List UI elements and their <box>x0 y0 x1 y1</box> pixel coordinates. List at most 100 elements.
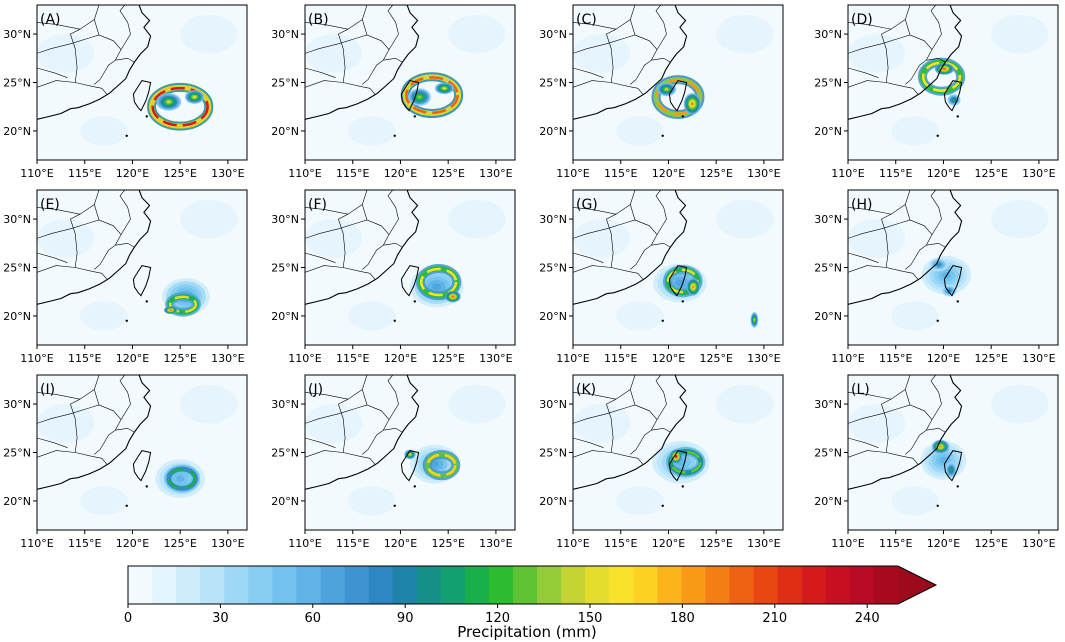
light-rain-patch <box>79 486 128 516</box>
light-rain-patch <box>37 219 95 258</box>
light-rain-patch <box>890 301 939 331</box>
rain-feature <box>192 95 197 99</box>
colorbar-segment <box>609 566 634 604</box>
island <box>936 134 939 137</box>
x-tick-label: 125°E <box>163 537 196 550</box>
province-border <box>926 427 946 433</box>
y-tick-label: 20°N <box>539 310 567 323</box>
colorbar-segment <box>777 566 803 604</box>
province-border <box>881 28 892 83</box>
x-tick-label: 120°E <box>384 537 417 550</box>
rain-feature <box>430 460 439 468</box>
coastline <box>305 375 420 490</box>
province-border <box>848 80 919 96</box>
province-border <box>37 19 95 30</box>
light-rain-patch <box>573 219 631 258</box>
province-border <box>848 265 919 281</box>
light-rain-patch <box>848 219 906 258</box>
light-rain-patch <box>347 116 396 146</box>
x-tick-label: 115°E <box>68 352 101 365</box>
panel-label: (E) <box>40 197 60 213</box>
rain-ring <box>168 468 197 490</box>
province-border <box>119 375 131 420</box>
light-rain-patch <box>448 14 506 54</box>
coastline <box>573 375 688 490</box>
coastline <box>573 190 688 305</box>
x-tick-label: 130°E <box>747 537 780 550</box>
x-tick-label: 120°E <box>384 167 417 180</box>
x-tick-label: 120°E <box>652 537 685 550</box>
light-rain-patch <box>347 301 396 331</box>
province-border <box>573 204 631 215</box>
x-tick-label: 130°E <box>479 537 512 550</box>
province-border <box>848 252 879 263</box>
light-rain-patch <box>848 404 906 443</box>
y-tick-label: 25°N <box>271 77 299 90</box>
colorbar-tick-label: 150 <box>578 611 603 626</box>
y-tick-label: 25°N <box>539 447 567 460</box>
panel-label: (A) <box>40 12 61 28</box>
province-border <box>573 404 658 455</box>
island <box>413 485 416 488</box>
rain-ring <box>405 76 459 115</box>
map-panel: 110°E 115°E 120°E 125°E 130°E 20°N 25°N 30°N (K) <box>539 374 784 550</box>
colorbar-segment <box>320 566 346 604</box>
rain-feature <box>950 468 953 472</box>
map-panel: 110°E 115°E 120°E 125°E 130°E 20°N 25°N 30°N (L) <box>814 374 1059 550</box>
light-rain-patch <box>890 116 939 146</box>
colorbar-tick-label: 210 <box>762 611 787 626</box>
y-tick-label: 20°N <box>814 495 842 508</box>
y-tick-label: 30°N <box>814 398 842 411</box>
rain-feature <box>451 295 455 298</box>
province-border <box>606 398 617 453</box>
colorbar-tick-label: 30 <box>212 611 229 626</box>
light-rain-patch <box>848 34 906 73</box>
y-tick-label: 25°N <box>3 77 31 90</box>
province-border <box>305 437 336 448</box>
colorbar-segment <box>705 566 731 604</box>
light-rain-patch <box>890 486 939 516</box>
island <box>661 504 664 507</box>
province-border <box>305 252 336 263</box>
x-tick-label: 120°E <box>927 352 960 365</box>
light-rain-patch <box>180 199 238 239</box>
province-border <box>573 219 658 270</box>
light-rain-patch <box>79 301 128 331</box>
x-tick-label: 115°E <box>879 167 912 180</box>
rain-ring <box>151 86 209 127</box>
light-rain-patch <box>37 404 95 443</box>
colorbar-label: Precipitation (mm) <box>457 623 596 641</box>
colorbar-segment <box>585 566 610 604</box>
province-border <box>305 80 376 96</box>
colorbar-segment <box>272 566 298 604</box>
colorbar-segment <box>224 566 249 604</box>
light-rain-patch <box>448 199 506 239</box>
x-tick-label: 120°E <box>652 352 685 365</box>
rain-feature <box>409 453 411 456</box>
province-border <box>573 19 631 30</box>
x-tick-label: 125°E <box>699 537 732 550</box>
x-tick-label: 120°E <box>116 167 149 180</box>
colorbar-segment <box>368 566 394 604</box>
x-tick-label: 125°E <box>163 352 196 365</box>
colorbar-segment <box>753 566 779 604</box>
map-panel: 110°E 115°E 120°E 125°E 130°E 20°N 25°N 30°N (A) <box>3 4 248 180</box>
province-border <box>573 265 644 281</box>
panel-label: (G) <box>576 197 598 213</box>
x-tick-label: 110°E <box>20 537 53 550</box>
taiwan-outline <box>943 265 963 297</box>
rain-feature <box>939 445 943 448</box>
province-border <box>655 5 667 50</box>
y-tick-label: 25°N <box>814 447 842 460</box>
colorbar-segment <box>152 566 177 604</box>
colorbar-segment <box>488 566 514 604</box>
province-border <box>926 57 946 63</box>
province-border <box>383 57 403 63</box>
province-border <box>115 242 135 248</box>
x-tick-label: 120°E <box>116 352 149 365</box>
coastline <box>37 5 152 120</box>
province-border <box>70 28 81 83</box>
y-tick-label: 30°N <box>271 28 299 41</box>
province-border <box>881 213 892 268</box>
y-tick-label: 30°N <box>3 213 31 226</box>
